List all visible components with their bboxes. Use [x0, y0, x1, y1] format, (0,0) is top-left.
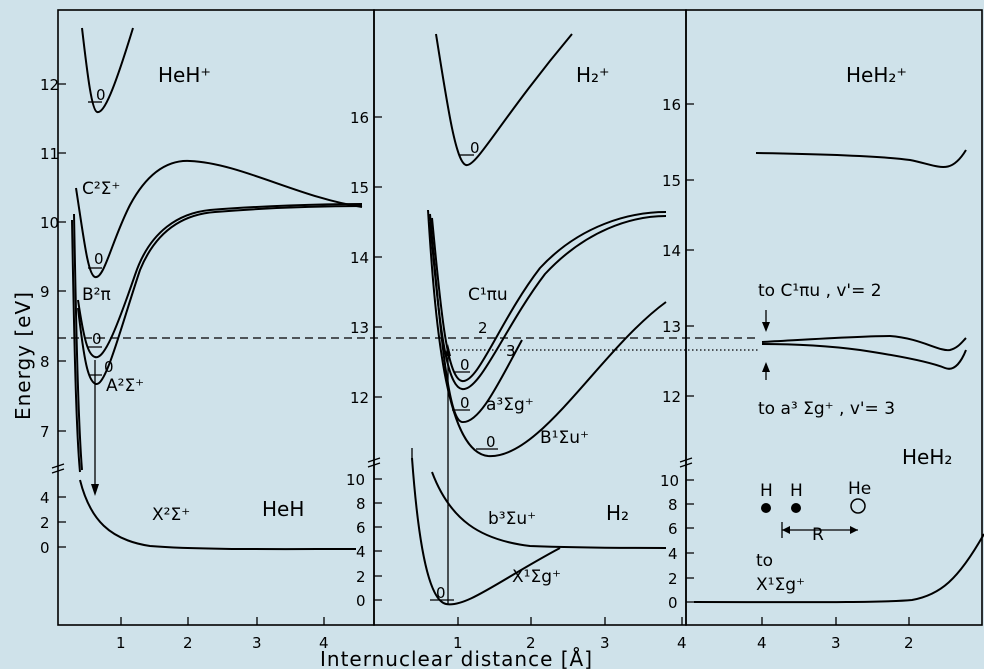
- heh-label-a: A²Σ⁺: [106, 376, 144, 396]
- h2-xtick-3: 3: [600, 634, 610, 652]
- heh-ytick-0: 12: [40, 76, 59, 94]
- h2-ytick-7: 6: [356, 519, 366, 537]
- axis-break-marks: [51, 457, 693, 474]
- heh2-title-lower: HeH₂: [902, 445, 952, 469]
- heh-title-upper: HeH⁺: [158, 63, 211, 87]
- heh-v0-c: 0: [94, 250, 104, 268]
- h2-v0-c: 0: [460, 356, 470, 374]
- h2-v0-top: 0: [470, 139, 480, 157]
- heh2-atom-he: He: [848, 479, 871, 499]
- y-axis-title: Energy [eV]: [11, 291, 35, 420]
- heh-label-c: C²Σ⁺: [82, 179, 120, 199]
- heh-ytick-4: 8: [40, 353, 50, 371]
- heh2-ytick-7: 6: [668, 520, 678, 538]
- heh2-ytick-3: 13: [662, 318, 681, 336]
- heh2-title-upper: HeH₂⁺: [846, 63, 907, 87]
- heh-label-x: X²Σ⁺: [152, 505, 190, 525]
- heh-v0-b: 0: [92, 330, 102, 348]
- heh-ytick-8: 0: [40, 539, 50, 557]
- heh2-xtick-4: 4: [757, 634, 767, 652]
- h2-ytick-8: 4: [356, 543, 366, 561]
- h2-xtick-2: 2: [526, 634, 536, 652]
- h2-xtick-1: 1: [453, 634, 463, 652]
- heh2-ytick-8: 4: [668, 545, 678, 563]
- heh-ytick-5: 7: [40, 423, 50, 441]
- heh-xtick-3: 3: [252, 634, 262, 652]
- h2-v0-a: 0: [460, 394, 470, 412]
- heh2-ytick-1: 15: [662, 172, 681, 190]
- heh-xtick-2: 2: [183, 634, 193, 652]
- heh2-label-r: R: [812, 525, 824, 545]
- h2-ytick-2: 14: [350, 249, 369, 267]
- h2-ytick-4: 12: [350, 389, 369, 407]
- h2-ytick-6: 8: [356, 495, 366, 513]
- heh-v0-a: 0: [104, 358, 114, 376]
- heh-ytick-7: 2: [40, 514, 50, 532]
- heh2-ytick-9: 2: [668, 570, 678, 588]
- heh2-ytick-0: 16: [662, 96, 681, 114]
- h2-v3: 3: [506, 342, 516, 360]
- x-axis-title: Internuclear distance [Å]: [320, 647, 593, 669]
- h2-label-b-lower: b³Σu⁺: [488, 509, 536, 529]
- heh-ytick-6: 4: [40, 489, 50, 507]
- heh2-ytick-5: 10: [660, 472, 679, 490]
- x-tick-marks: [120, 617, 910, 625]
- h2-v0-x: 0: [436, 584, 446, 602]
- heh2-label-to-x2: X¹Σg⁺: [756, 575, 805, 595]
- h2-ytick-10: 0: [356, 592, 366, 610]
- heh-label-b: B²π: [82, 285, 111, 305]
- heh-v0-top: 0: [96, 86, 106, 104]
- h2-label-x: X¹Σg⁺: [512, 567, 561, 587]
- heh-ytick-2: 10: [40, 214, 59, 232]
- heh2-xtick-3: 3: [831, 634, 841, 652]
- panel-h2-frame: [373, 9, 687, 626]
- panel-heh2-frame: [685, 9, 983, 626]
- panel-heh2-curves: [693, 149, 984, 604]
- heh-xtick-1: 1: [116, 634, 126, 652]
- h2-v0-b: 0: [486, 433, 496, 451]
- h2-ytick-1: 15: [350, 179, 369, 197]
- heh2-ytick-4: 12: [662, 388, 681, 406]
- heh-title-lower: HeH: [262, 497, 304, 521]
- heh-ytick-3: 9: [40, 283, 50, 301]
- heh-xtick-4: 4: [319, 634, 329, 652]
- heh2-ytick-10: 0: [668, 594, 678, 612]
- h2-v2: 2: [478, 319, 488, 337]
- panel-h2-curves: [411, 33, 667, 606]
- heh2-label-to-a: to a³ Σg⁺ , v'= 3: [758, 399, 895, 419]
- heh2-atom-h1: H: [760, 481, 773, 501]
- h2-label-c: C¹πu: [468, 285, 508, 305]
- h2-ytick-3: 13: [350, 319, 369, 337]
- h2-ytick-0: 16: [350, 109, 369, 127]
- heh2-xtick-2: 2: [904, 634, 914, 652]
- y-tick-marks: [58, 83, 694, 603]
- h2-ytick-5: 10: [346, 471, 365, 489]
- heh-ytick-1: 11: [40, 145, 59, 163]
- heh2-label-to-x1: to: [756, 551, 773, 571]
- heh2-ytick-2: 14: [662, 242, 681, 260]
- heh2-ytick-6: 8: [668, 496, 678, 514]
- panel-heh-curves: [71, 27, 363, 551]
- h2-title-lower: H₂: [606, 501, 629, 525]
- h2-ytick-9: 2: [356, 568, 366, 586]
- h2-label-b-upper: B¹Σu⁺: [540, 428, 589, 448]
- heh2-label-to-c: to C¹πu , v'= 2: [758, 281, 882, 301]
- h2-title-upper: H₂⁺: [576, 63, 610, 87]
- heh2-atom-h2: H: [790, 481, 803, 501]
- h2-label-a: a³Σg⁺: [486, 395, 534, 415]
- h2-xtick-4: 4: [677, 634, 687, 652]
